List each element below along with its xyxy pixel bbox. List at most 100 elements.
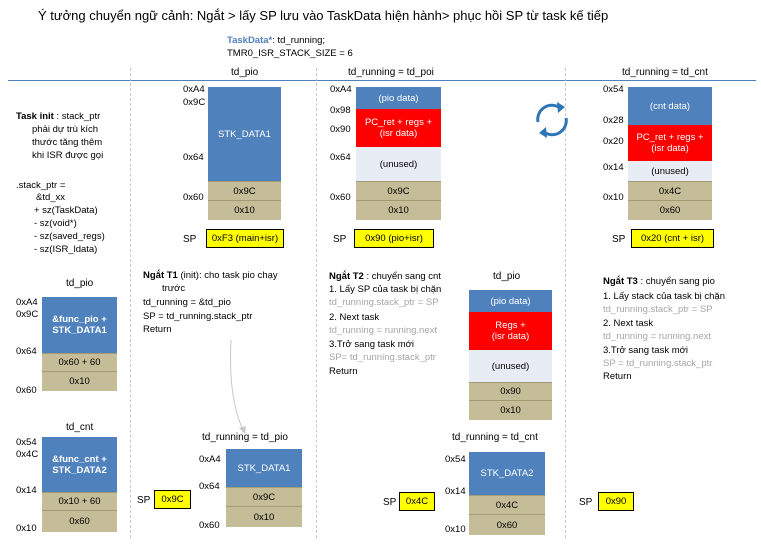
task-init-label: Task init (16, 111, 54, 122)
stack-cell-func-pio: &func_pio + STK_DATA1 (42, 297, 117, 353)
interrupt-t3-label: Ngắt T3 (603, 276, 638, 287)
address-label: 0x64 (183, 152, 204, 163)
t2-line: 2. Next task (329, 312, 380, 323)
task-init-line: thước tăng thêm (32, 137, 103, 148)
stack-cell-stk-data1: STK_DATA1 (226, 449, 302, 487)
t2-line: SP= td_running.stack_ptr (329, 352, 436, 363)
sp-label: SP (183, 234, 197, 245)
address-label: 0x60 (199, 520, 220, 531)
address-label: 0x9C (183, 97, 206, 108)
interrupt-t2-heading: Ngắt T2 : chuyển sang cnt (329, 271, 441, 283)
address-label: 0x54 (16, 437, 37, 448)
stack-ptr-code: - sz(saved_regs) (34, 231, 105, 242)
address-label: 0x9C (16, 309, 39, 320)
interrupt-t2-label: Ngắt T2 (329, 271, 364, 282)
stack-cell: 0x60 (628, 200, 712, 220)
address-label: 0x20 (603, 136, 624, 147)
address-label: 0x14 (445, 486, 466, 497)
address-label: 0xA4 (330, 84, 352, 95)
stack-cell-cnt-data: (cnt data) (628, 87, 712, 125)
address-label: 0xA4 (199, 454, 221, 465)
interrupt-t3-desc: : chuyển sang pio (637, 276, 715, 287)
column-separator (316, 68, 317, 538)
stack-cell-func-cnt: &func_cnt + STK_DATA2 (42, 437, 117, 492)
stack-cell: 0x90 (469, 382, 552, 400)
t3-line: Return (603, 371, 632, 382)
t1-line: td_running = &td_pio (143, 297, 231, 308)
bottom-header-td-pio: td_running = td_pio (202, 432, 288, 443)
t2-line: 3.Trở sang task mới (329, 339, 414, 350)
t3-line: 1. Lấy stack của task bị chặn (603, 291, 725, 302)
stack-cell: 0x60 (469, 514, 545, 535)
stack-cell-pio-data: (pio data) (356, 87, 441, 109)
t2-line: Return (329, 366, 358, 377)
stack-cell-unused: (unused) (628, 161, 712, 181)
stack-ptr-code: .stack_ptr = (16, 180, 66, 191)
address-label: 0x10 (603, 192, 624, 203)
address-label: 0x98 (330, 105, 351, 116)
stack-cell-pio-data: (pio data) (469, 290, 552, 312)
t3-line: 2. Next task (603, 318, 654, 329)
column-separator (130, 68, 131, 538)
isr-stack-size: TMR0_ISR_STACK_SIZE = 6 (227, 48, 353, 59)
t1-line: Return (143, 324, 172, 335)
t3-line: 3.Trở sang task mới (603, 345, 688, 356)
stack-cell-unused: (unused) (469, 350, 552, 382)
address-label: 0x54 (445, 454, 466, 465)
taskdata-label: TaskData* (227, 35, 273, 46)
interrupt-t3-heading: Ngắt T3 : chuyển sang pio (603, 276, 715, 288)
stack-cell: 0x10 + 60 (42, 492, 117, 510)
stack-ptr-code: + sz(TaskData) (34, 205, 98, 216)
address-label: 0x60 (183, 192, 204, 203)
address-label: 0x64 (199, 481, 220, 492)
sp-value-box: 0x20 (cnt + isr) (631, 229, 714, 248)
t1-line: trước (162, 283, 186, 294)
interrupt-t1-desc: (init): cho task pio chạy (177, 270, 278, 281)
header-td-running-poi: td_running = td_poi (348, 67, 434, 78)
sp-label: SP (333, 234, 347, 245)
t3-line: td_running.stack_ptr = SP (603, 304, 713, 315)
interrupt-t1-label: Ngắt T1 (143, 270, 178, 281)
stack-cell: 0x10 (42, 371, 117, 391)
stack-cell: 0x60 (42, 510, 117, 532)
stack-cell-stk-data1: STK_DATA1 (208, 87, 281, 181)
stack-cell: 0x9C (356, 181, 441, 200)
stack-cell-unused: (unused) (356, 147, 441, 181)
stack-ptr-code: - sz(void*) (34, 218, 77, 229)
cycle-arrows-icon (536, 102, 568, 138)
stack-cell: 0x10 (469, 400, 552, 420)
curved-arrow-icon (230, 339, 246, 434)
address-label: 0xA4 (183, 84, 205, 95)
sp-label: SP (579, 497, 593, 508)
init-pio-title: td_pio (66, 278, 94, 289)
t3-line: SP = td_running.stack_ptr (603, 358, 713, 369)
sp-label: SP (137, 495, 151, 506)
stack-cell-isr-data: Regs + (isr data) (469, 312, 552, 350)
stack-cell-isr-data: PC_ret + regs + (isr data) (356, 109, 441, 147)
address-label: 0x28 (603, 115, 624, 126)
address-label: 0x14 (16, 485, 37, 496)
stack-cell: 0x60 + 60 (42, 353, 117, 371)
address-label: 0x60 (16, 385, 37, 396)
sp-value-box: 0x90 (598, 492, 634, 511)
task-init-note: Task init : stack_ptr (16, 111, 100, 123)
header-td-pio: td_pio (231, 67, 259, 78)
stack-cell: 0x10 (226, 506, 302, 527)
sp-value-box: 0x90 (pio+isr) (354, 229, 434, 248)
task-init-line: khi ISR được gọi (32, 150, 104, 161)
address-label: 0x64 (330, 152, 351, 163)
mid-pio-title: td_pio (493, 271, 521, 282)
address-label: 0x14 (603, 162, 624, 173)
sp-label: SP (383, 497, 397, 508)
address-label: 0x4C (16, 449, 39, 460)
sp-value-box: 0x9C (154, 490, 191, 509)
taskdata-declaration: TaskData*: td_running; (227, 35, 325, 47)
init-cnt-title: td_cnt (66, 422, 94, 433)
task-init-line: : stack_ptr (56, 111, 101, 122)
bottom-header-td-cnt: td_running = td_cnt (452, 432, 538, 443)
t2-line: 1. Lấy SP của task bị chặn (329, 284, 442, 295)
address-label: 0xA4 (16, 297, 38, 308)
interrupt-t1-heading: Ngắt T1 (init): cho task pio chạy (143, 270, 278, 282)
t2-line: td_running.stack_ptr = SP (329, 297, 439, 308)
stack-ptr-code: &td_xx (36, 192, 66, 203)
